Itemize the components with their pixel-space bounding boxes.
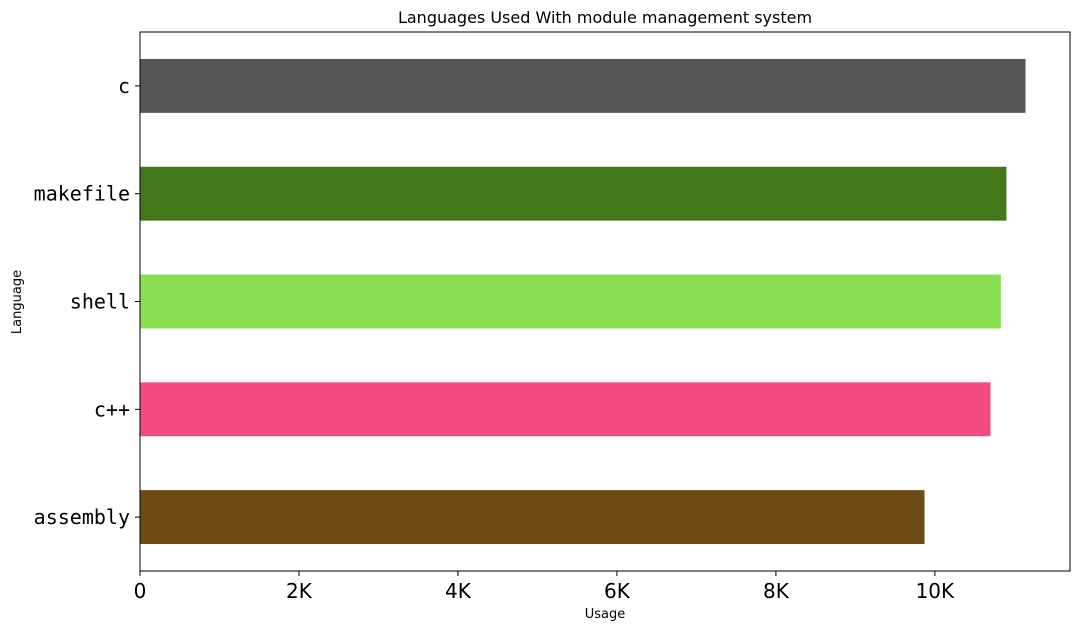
x-axis-label: Usage [585,607,626,622]
x-tick-label: 2K [286,579,313,603]
bar-shell [140,274,1001,329]
x-tick-label: 6K [604,579,631,603]
bar-c [140,382,991,437]
y-axis: c makefile shell c++ assembly [34,74,140,529]
bar-group [140,58,1026,545]
bar-makefile [140,166,1007,221]
x-tick-label: 8K [763,579,790,603]
x-tick-label: 4K [445,579,472,603]
y-tick-label-c: c++ [94,397,130,421]
y-tick-label-shell: shell [70,290,130,314]
x-axis: 0 2K 4K 6K 8K 10K [134,571,955,603]
bar-assembly [140,490,925,545]
y-axis-label: Language [10,270,25,334]
bar-c [140,58,1026,113]
x-tick-label: 0 [134,579,147,603]
chart-title: Languages Used With module management sy… [398,8,812,27]
y-tick-label-c: c [118,74,130,98]
y-tick-label-makefile: makefile [34,182,130,206]
y-tick-label-assembly: assembly [34,505,130,529]
x-tick-label: 10K [916,579,955,603]
plot-area-frame [139,31,1071,572]
